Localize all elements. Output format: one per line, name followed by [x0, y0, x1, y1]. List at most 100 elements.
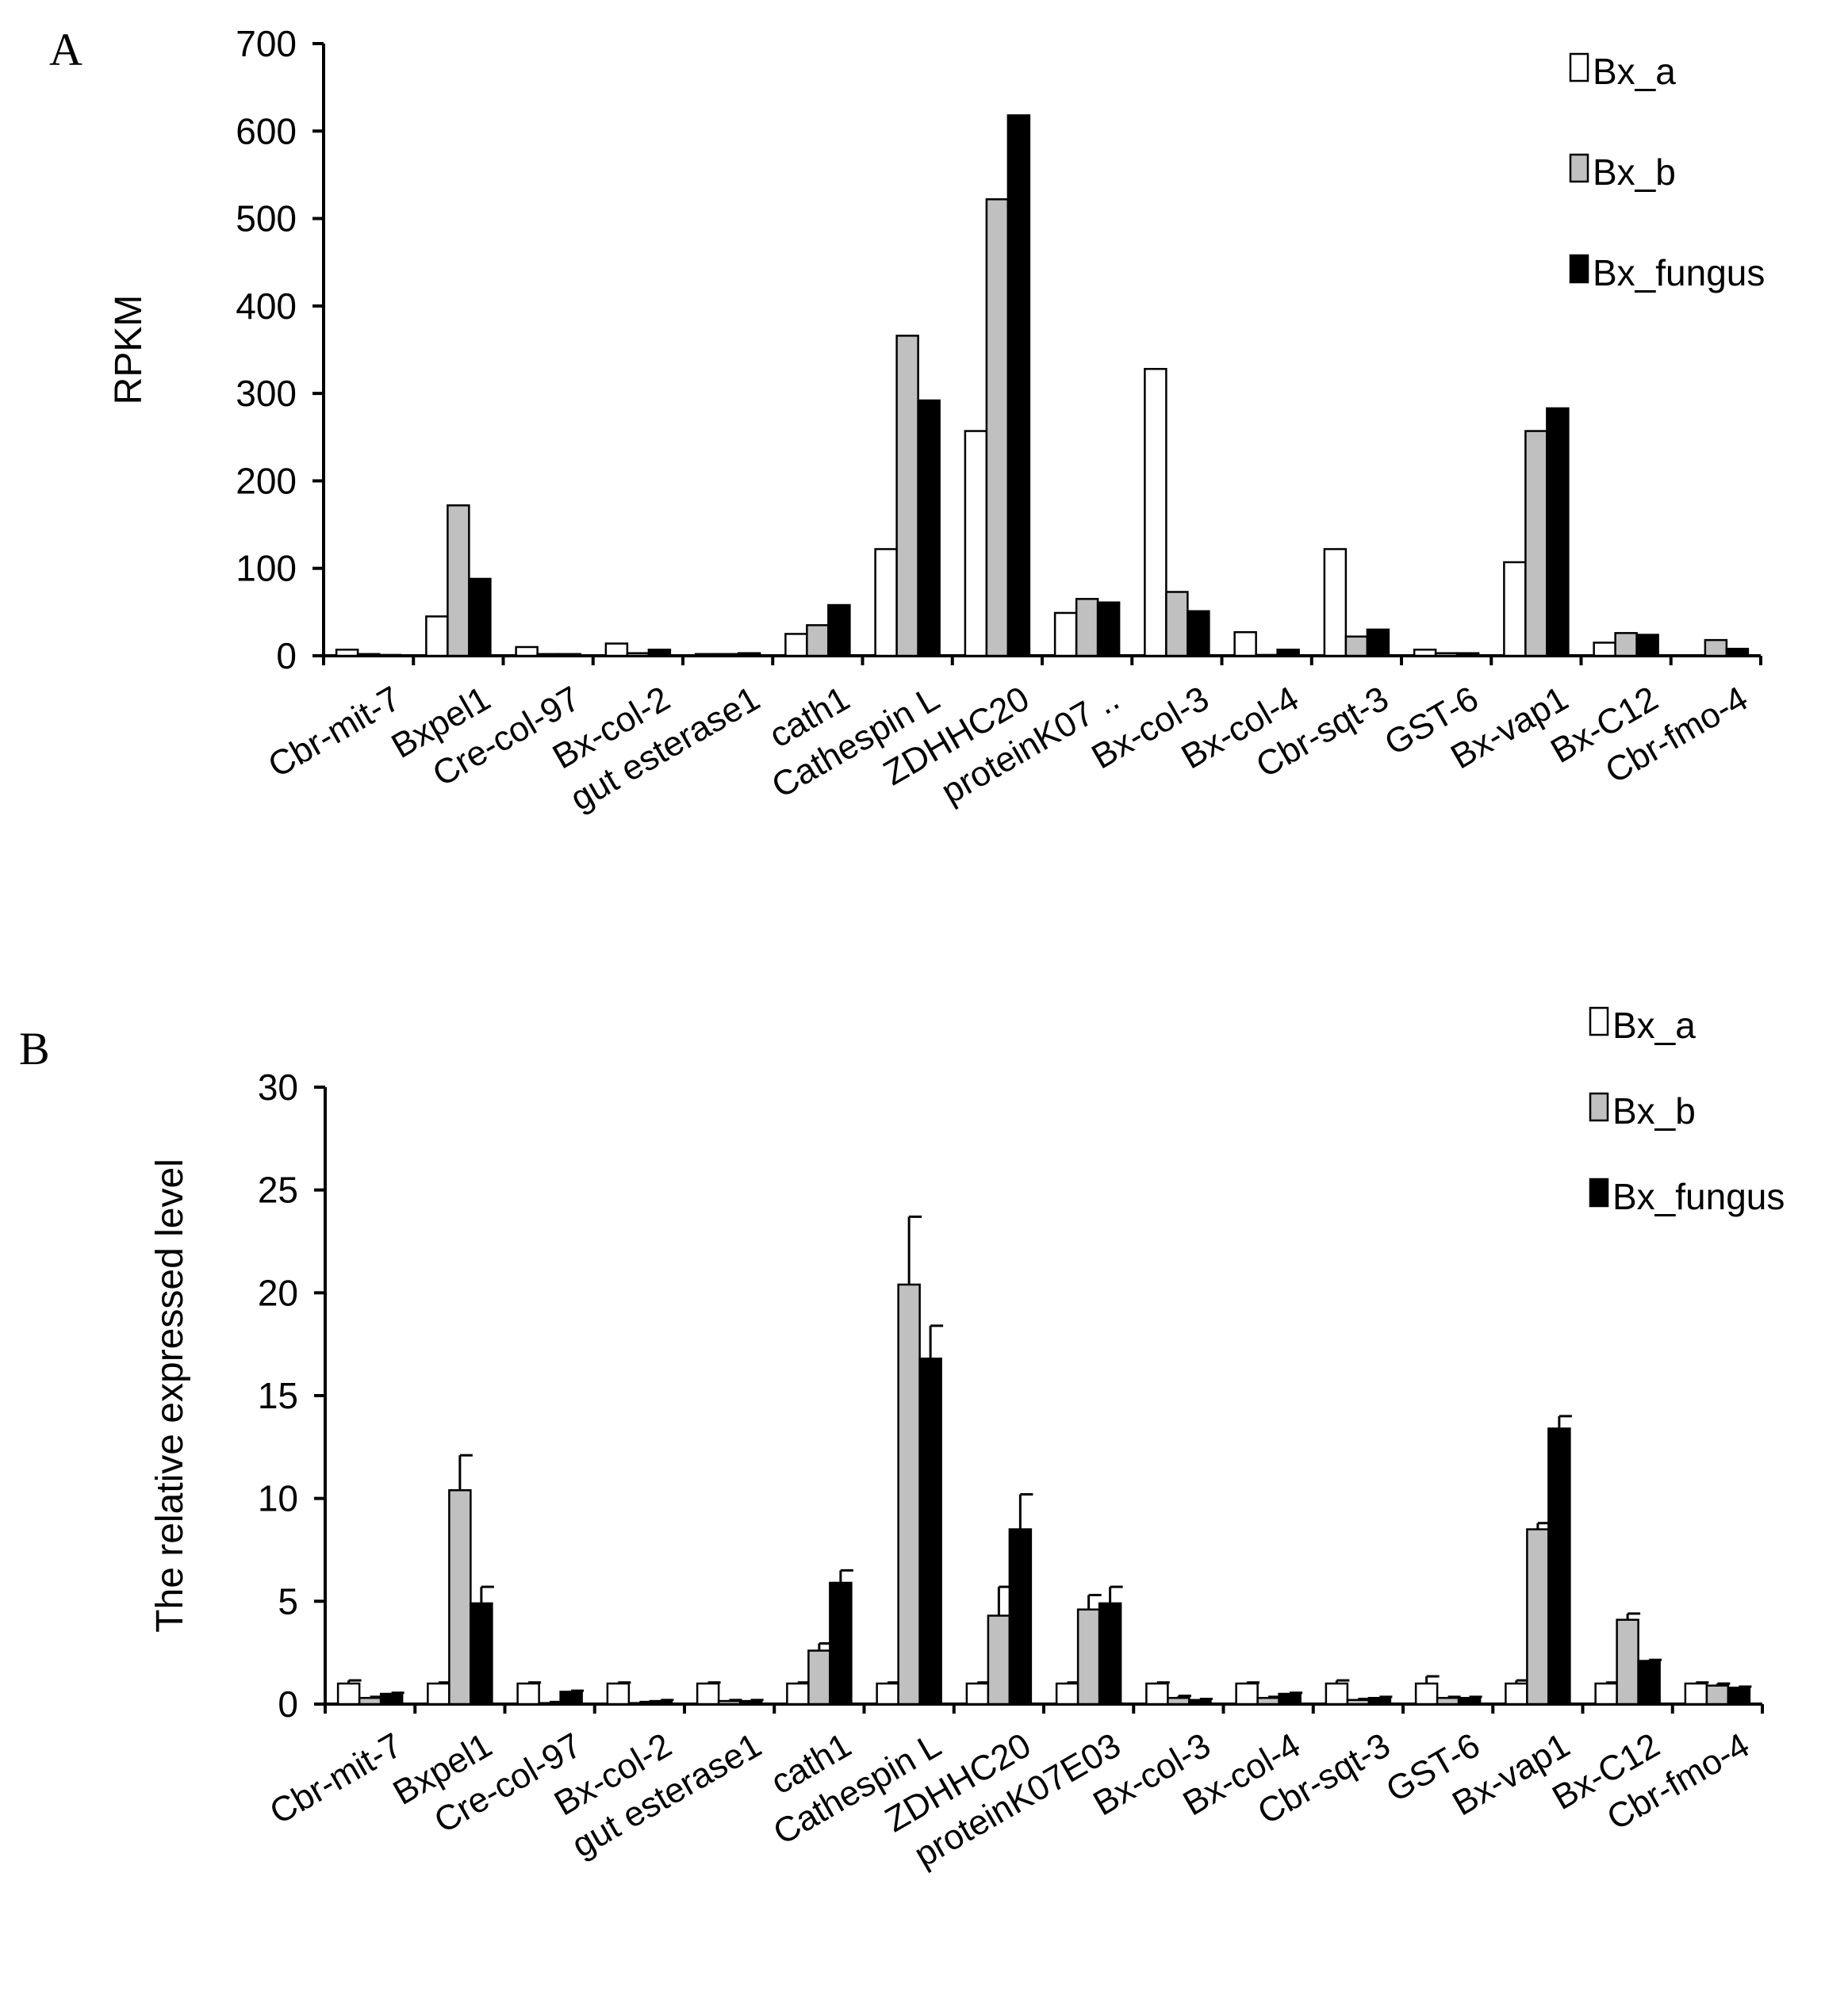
bar-Bx_fungus [917, 399, 941, 657]
bar-Bx_b [1434, 652, 1459, 657]
legend-label: Bx_a [1612, 1005, 1696, 1046]
legend-label: Bx_b [1612, 1090, 1696, 1132]
bar-Bx_a [1503, 561, 1527, 657]
bar-Bx_b [626, 652, 650, 657]
y-tick-label: 20 [258, 1272, 298, 1313]
bar-Bx_b [1256, 1696, 1280, 1706]
bar-Bx_fungus [1366, 628, 1390, 657]
legend-swatch-Bx_b [1589, 1092, 1609, 1122]
bar-Bx_a [694, 653, 719, 657]
legend-label: Bx_a [1593, 51, 1676, 92]
bar-Bx_a [965, 1682, 990, 1706]
legend-swatch-Bx_b [1569, 153, 1589, 183]
y-axis-label: The relative expressed level [149, 1159, 191, 1633]
bar-Bx_fungus [649, 1699, 673, 1706]
legend-label: Bx_b [1593, 151, 1676, 193]
bar-Bx_fungus [379, 1692, 404, 1706]
bar-Bx_fungus [918, 1358, 942, 1706]
bar-Bx_fungus [827, 603, 851, 657]
bar-Bx_a [1413, 649, 1437, 657]
y-tick-label: 500 [236, 198, 297, 239]
bar-Bx_b [1075, 598, 1099, 657]
bar-Bx_fungus [558, 653, 581, 657]
legend-swatch-Bx_fungus [1589, 1178, 1609, 1208]
y-tick-label: 0 [276, 635, 297, 676]
bar-Bx_fungus [378, 653, 402, 657]
bar-Bx_a [1144, 368, 1167, 657]
bar-Bx_b [895, 335, 919, 657]
y-tick-label: 300 [236, 373, 297, 414]
bar-Bx_b [807, 1649, 831, 1706]
bar-Bx_fungus [470, 1602, 493, 1706]
bar-Bx_a [1593, 642, 1616, 657]
y-tick-label: 25 [258, 1170, 298, 1211]
bar-Bx_a [1233, 630, 1257, 657]
bar-Bx_fungus [1457, 1696, 1482, 1706]
bar-Bx_a [1684, 1682, 1708, 1706]
bar-Bx_fungus [1637, 1660, 1661, 1706]
y-tick-label: 400 [236, 285, 297, 327]
bar-Bx_fungus [1008, 1528, 1033, 1706]
bar-Bx_a [696, 1682, 720, 1706]
legend-label: Bx_fungus [1612, 1176, 1785, 1217]
bar-Bx_fungus [829, 1581, 853, 1706]
bar-Bx_b [1167, 1696, 1190, 1706]
bar-Bx_fungus [468, 577, 492, 657]
bar-Bx_a [1594, 1682, 1618, 1706]
bar-Bx_a [786, 1682, 810, 1706]
bar-Bx_fungus [1725, 647, 1750, 657]
bar-Bx_fungus [1187, 610, 1210, 657]
bar-Bx_a [427, 1682, 450, 1706]
y-tick-label: 0 [278, 1683, 298, 1725]
bar-Bx_fungus [1188, 1699, 1212, 1706]
bar-Bx_a [874, 548, 898, 657]
bar-Bx_fungus [1096, 601, 1121, 657]
bar-Bx_b [1705, 1684, 1730, 1706]
bar-Bx_fungus [1276, 649, 1300, 657]
bar-Bx_b [356, 653, 381, 657]
y-tick-label: 700 [236, 23, 297, 64]
bar-Bx_a [425, 615, 449, 657]
bar-Bx_b [1255, 653, 1279, 657]
bar-Bx_b [715, 653, 740, 657]
bar-Bx_b [1344, 635, 1369, 657]
bar-Bx_fungus [737, 652, 761, 657]
bar-Bx_b [1076, 1608, 1101, 1706]
legend-swatch-Bx_fungus [1569, 254, 1589, 284]
bar-Bx_a [515, 645, 539, 657]
bar-Bx_b [985, 198, 1010, 657]
bar-Bx_b [447, 504, 470, 657]
y-tick-label: 200 [236, 460, 297, 501]
bar-Bx_a [1055, 1682, 1079, 1706]
bar-Bx_fungus [1546, 407, 1570, 657]
y-axis-label: RPKM [108, 295, 150, 405]
bar-Bx_fungus [1367, 1696, 1392, 1706]
bar-Bx_a [1145, 1682, 1169, 1706]
panel-letter: A [49, 24, 82, 75]
bar-Bx_a [784, 633, 808, 657]
bar-Bx_b [358, 1696, 382, 1706]
bar-Bx_b [806, 624, 830, 657]
bar-Bx_fungus [647, 649, 672, 657]
bar-Bx_b [897, 1283, 921, 1706]
bar-Bx_fungus [1006, 114, 1031, 657]
y-tick-label: 10 [258, 1478, 298, 1519]
bar-Bx_a [876, 1682, 899, 1706]
bar-Bx_a [1505, 1682, 1528, 1706]
panel-b-chart: B The relative expressed level 0 5 10 15 20 25 3… [19, 1005, 1785, 1875]
bar-Bx_a [606, 1682, 631, 1706]
bar-Bx_b [448, 1489, 472, 1706]
bar-Bx_fungus [1635, 634, 1659, 657]
bar-Bx_fungus [1278, 1692, 1302, 1706]
bar-Bx_fungus [738, 1699, 763, 1706]
bar-Bx_fungus [559, 1691, 583, 1706]
bar-Bx_a [516, 1682, 540, 1706]
legend-swatch-Bx_a [1589, 1006, 1609, 1036]
bar-Bx_b [1704, 638, 1728, 657]
y-tick-label: 5 [278, 1580, 298, 1622]
y-tick-label: 15 [258, 1375, 298, 1416]
bar-Bx_b [1346, 1699, 1371, 1706]
y-tick-label: 100 [236, 548, 297, 589]
bar-Bx_a [1325, 1682, 1349, 1706]
